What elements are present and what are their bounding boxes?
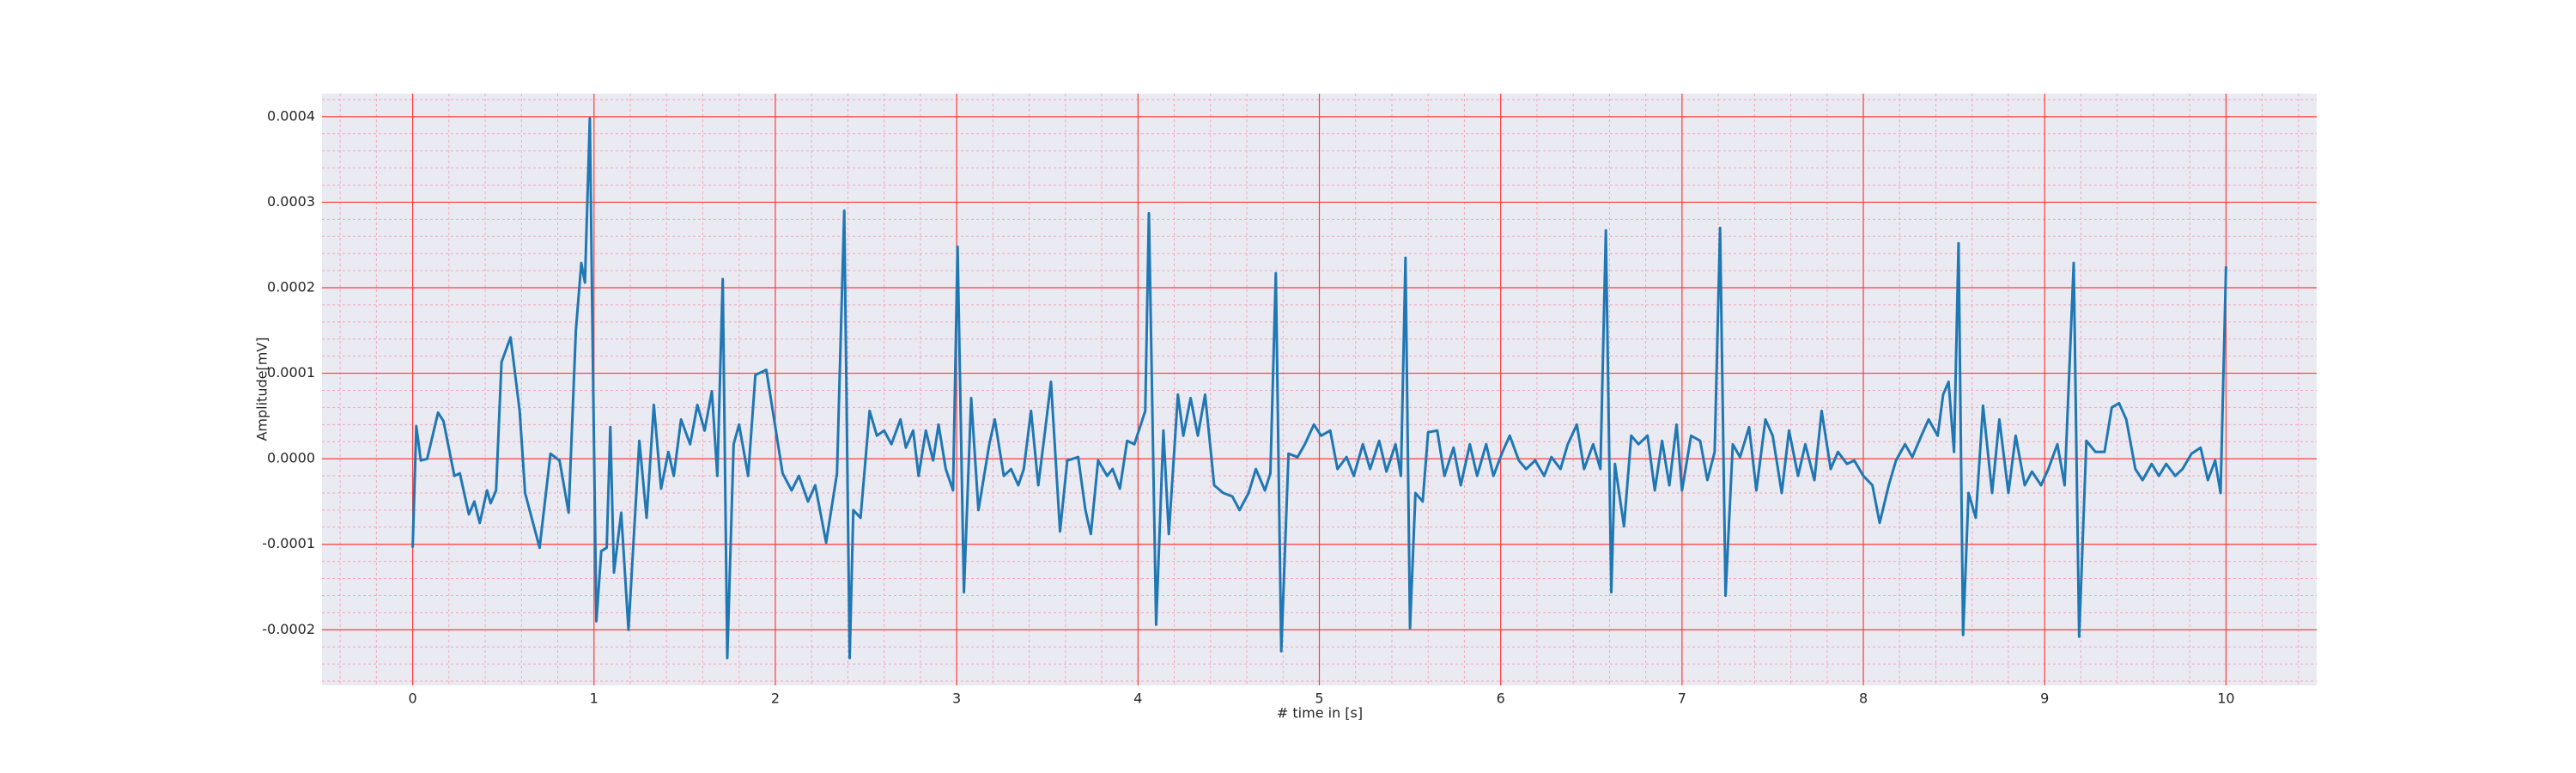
y-tick-label: 0.0003 <box>267 193 315 210</box>
x-tick-label: 9 <box>2040 691 2049 707</box>
y-tick-label: -0.0001 <box>262 535 315 551</box>
x-tick-label: 1 <box>590 691 598 707</box>
x-axis-label: # time in [s] <box>1277 705 1363 721</box>
signal-line <box>411 117 2227 660</box>
x-tick-label: 5 <box>1315 691 1323 707</box>
x-tick-label: 8 <box>1859 691 1868 707</box>
x-tick-label: 2 <box>771 691 780 707</box>
y-tick-label: -0.0002 <box>262 621 315 637</box>
x-tick-label: 0 <box>408 691 416 707</box>
y-tick-label: 0.0002 <box>267 279 315 295</box>
x-tick-label: 10 <box>2217 691 2234 707</box>
x-tick-label: 6 <box>1497 691 1505 707</box>
x-tick-label: 4 <box>1133 691 1142 707</box>
y-axis-label: Amplitude[mV] <box>254 337 270 441</box>
y-tick-label: 0.0000 <box>267 450 315 466</box>
x-tick-label: 3 <box>952 691 961 707</box>
y-tick-label: 0.0001 <box>267 364 315 380</box>
y-tick-label: 0.0004 <box>267 107 315 124</box>
x-tick-label: 7 <box>1678 691 1686 707</box>
